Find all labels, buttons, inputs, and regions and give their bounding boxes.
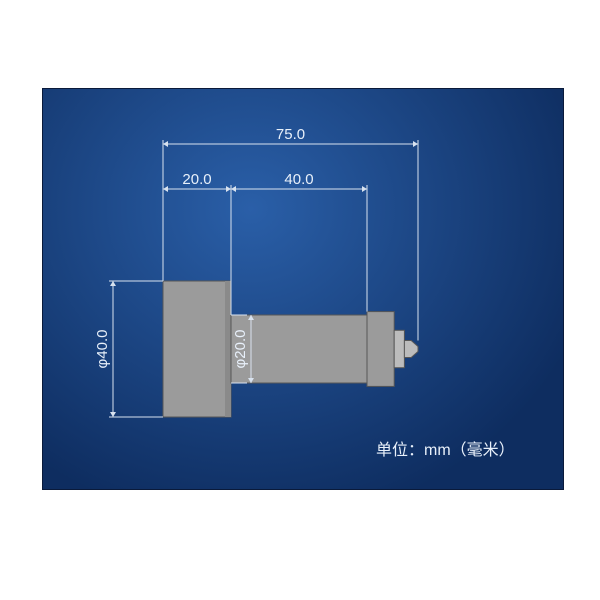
part-pin: [404, 341, 418, 358]
dim-body-dia-label: φ20.0: [232, 330, 249, 369]
part-head: [163, 281, 231, 417]
dim-head-width-label: 20.0: [182, 171, 211, 188]
unit-label: 单位：mm（毫米）: [376, 436, 515, 460]
part-head-edge: [225, 281, 231, 417]
drawing-frame: 75.0 20.0 40.0 φ40.0 φ20.0: [42, 88, 564, 490]
part-step: [394, 330, 404, 367]
part-collar: [367, 312, 394, 387]
dim-body-width-label: 40.0: [284, 171, 313, 188]
dim-head-dia-label: φ40.0: [94, 330, 111, 369]
dim-overall-label: 75.0: [276, 126, 305, 143]
